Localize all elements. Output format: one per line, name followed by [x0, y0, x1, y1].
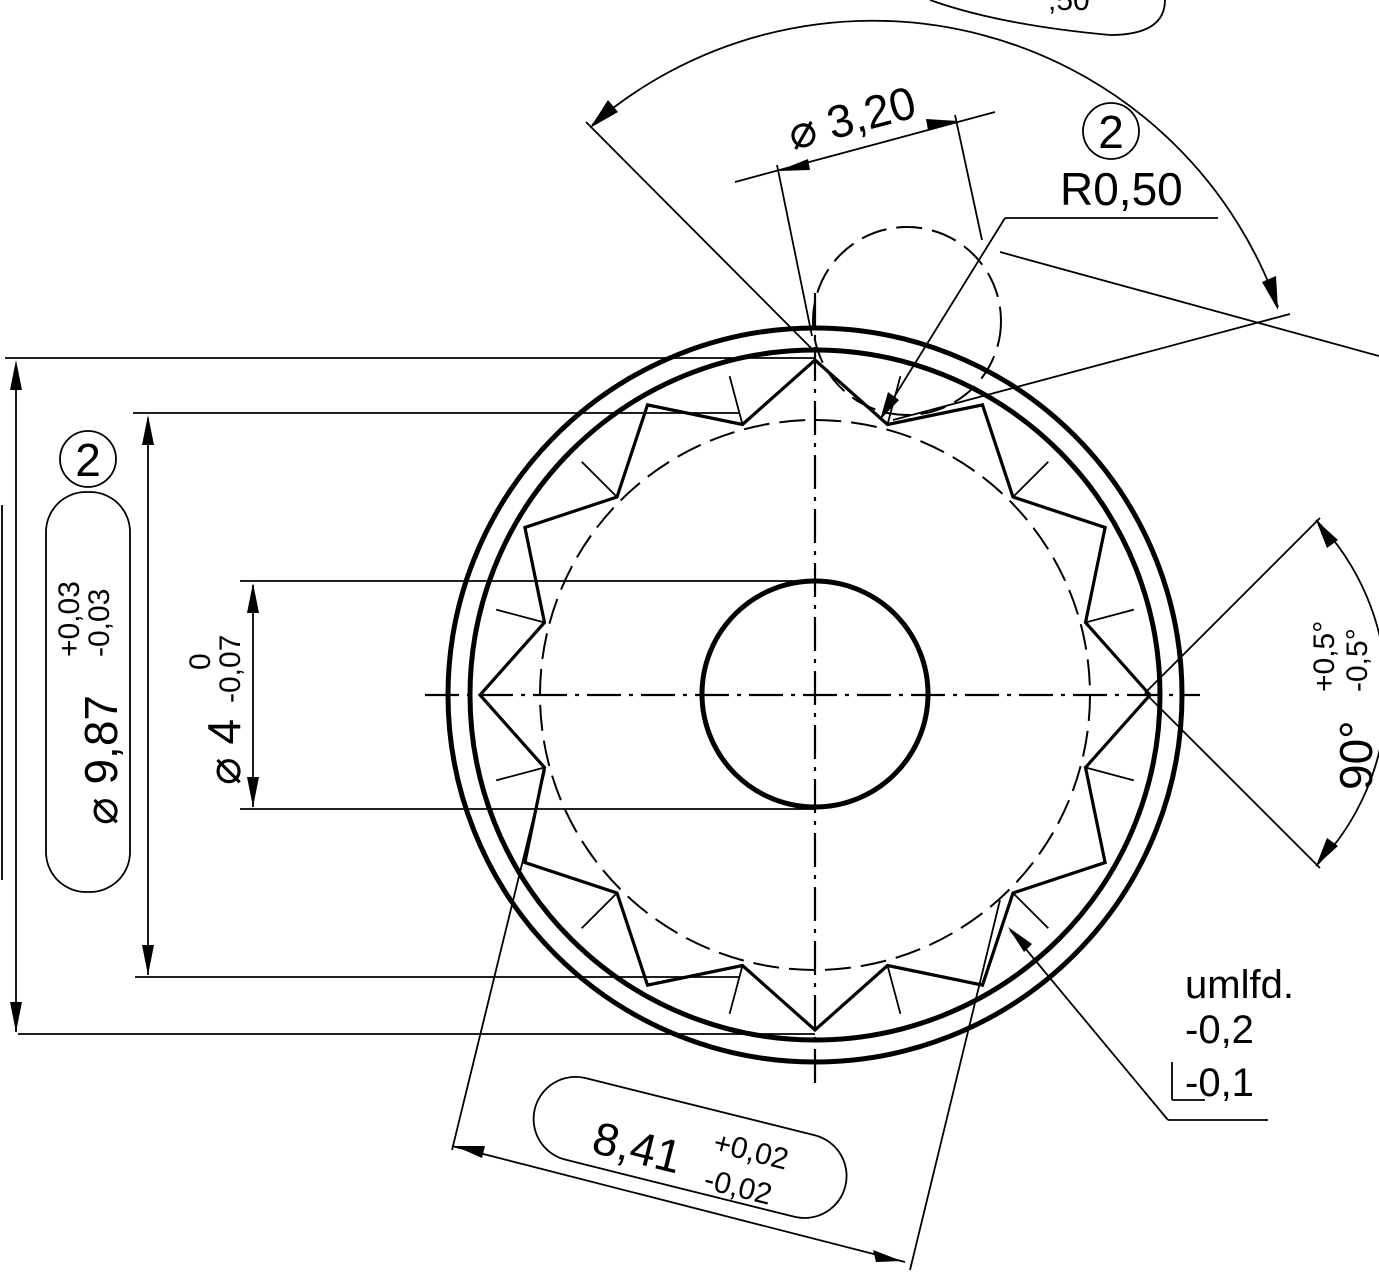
surface-note: umlfd. -0,2 -0,1 [1008, 927, 1294, 1121]
tooth-tick [1085, 766, 1135, 782]
tool-circle-3-20 [812, 226, 1002, 416]
radius-label: R0,50 [1060, 163, 1183, 215]
angle-tol-lower: -0,5° [1341, 628, 1374, 692]
inner-extent-lines [133, 412, 740, 978]
callout-2-number-left: 2 [75, 434, 101, 486]
outer-diameter-tol-lower: -0,03 [83, 589, 116, 657]
callout-2-circle-left [59, 430, 117, 488]
angle-arc-top [591, 19, 1279, 308]
across-flats-value: 8,41 [588, 1111, 687, 1183]
callout-2-number-top: 2 [1098, 106, 1124, 158]
surface-note-line2: -0,2 [1185, 1008, 1254, 1052]
bore-tol-lower: -0,07 [214, 635, 247, 703]
spline-profile [477, 357, 1153, 1033]
tooth-tick [495, 766, 545, 782]
tooth-tick [1012, 461, 1049, 498]
callout-2-circle-top [1082, 102, 1140, 160]
top-dimensions: ,50 ⌀ 3,20 2 R0,50 [585, 0, 1379, 421]
tooth-tick [728, 965, 744, 1015]
outer-diameter-dimension: 2 ⌀ 9,87 +0,03 -0,03 [1, 357, 815, 1035]
tooth-tick [886, 965, 902, 1015]
bore-diameter-dimension: ⌀ 4 0 -0,07 [184, 580, 815, 810]
center-lines [425, 293, 1200, 1085]
tooth-tick [581, 461, 618, 498]
tooth-tick [728, 375, 744, 425]
tooth-tick [581, 892, 618, 929]
bore-diameter-value: ⌀ 4 [198, 719, 250, 785]
bore-tol-upper: 0 [184, 653, 217, 670]
top-partial-label: ,50 [1048, 0, 1090, 17]
surface-note-line1: umlfd. [1185, 963, 1294, 1007]
spline-tooth-ticks [495, 375, 1135, 1015]
top-partial-frame [929, 0, 1166, 36]
tooth-tick [1012, 892, 1049, 929]
outer-diameter-frame [45, 491, 131, 893]
angle-90-value: 90° [1330, 720, 1379, 790]
outer-diameter-value: ⌀ 9,87 [75, 695, 127, 825]
tooth-tick [1085, 608, 1135, 624]
surface-note-line3: -0,1 [1185, 1061, 1254, 1105]
across-flats-frame [532, 1076, 848, 1219]
across-flats-dimension: 8,41 +0,02 -0,02 [451, 769, 1001, 1271]
angle-tol-upper: +0,5° [1308, 621, 1341, 692]
angle-90-dimension: 90° +0,5° -0,5° [1144, 517, 1379, 869]
dim-diameter-3-20: ⌀ 3,20 [782, 76, 921, 160]
tooth-tick [495, 608, 545, 624]
outer-diameter-tol-upper: +0,03 [53, 581, 86, 657]
angle-arc-right [1315, 519, 1379, 867]
